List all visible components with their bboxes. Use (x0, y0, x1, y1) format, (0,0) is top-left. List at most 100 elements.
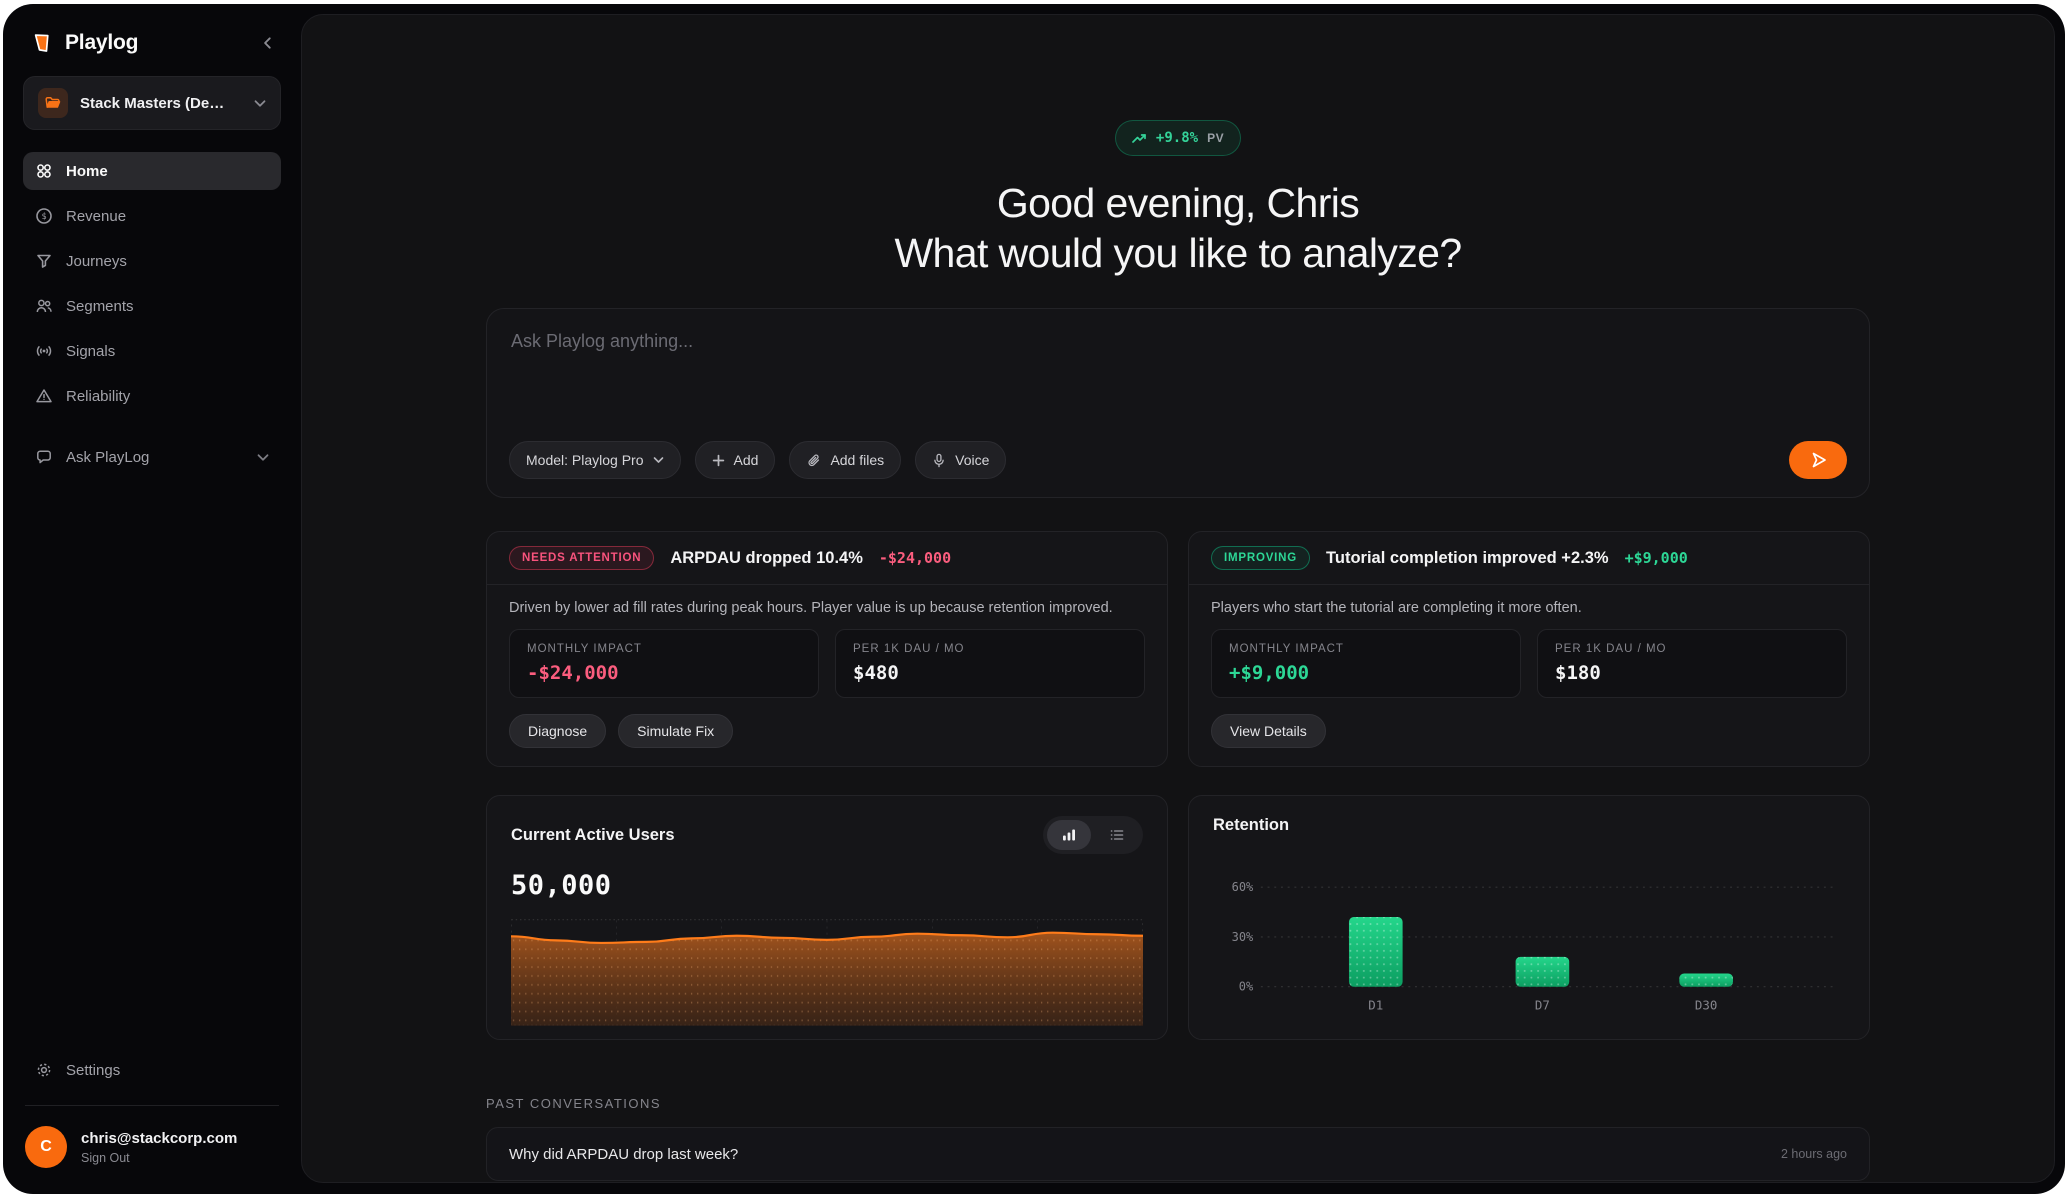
sidebar-item-settings[interactable]: Settings (23, 1051, 281, 1089)
svg-text:D30: D30 (1695, 998, 1717, 1013)
sidebar-spacer (23, 476, 281, 1051)
sidebar-divider (25, 1105, 279, 1106)
list-view-toggle[interactable] (1095, 820, 1139, 850)
sidebar-item-label: Revenue (66, 207, 127, 225)
sidebar-item-journeys[interactable]: Journeys (23, 242, 281, 280)
prompt-toolbar: Model: Playlog Pro Add (509, 441, 1847, 480)
stat-row: MONTHLY IMPACT -$24,000 PER 1K DAU / MO … (509, 629, 1145, 699)
insight-title: ARPDAU dropped 10.4% (670, 548, 863, 567)
add-button[interactable]: Add (694, 441, 776, 480)
sidebar-item-revenue[interactable]: $ Revenue (23, 197, 281, 235)
mic-icon (932, 453, 946, 468)
add-files-label: Add files (830, 452, 885, 469)
action-row: Diagnose Simulate Fix (509, 714, 1145, 749)
chart-view-toggle (1043, 816, 1143, 855)
pv-change-value: +9.8% (1155, 130, 1199, 146)
svg-text:30%: 30% (1232, 930, 1254, 944)
status-badge: IMPROVING (1211, 546, 1311, 571)
past-conversations-section: PAST CONVERSATIONS Why did ARPDAU drop l… (486, 1096, 1870, 1182)
insight-description: Players who start the tutorial are compl… (1211, 600, 1582, 617)
chevron-down-icon (653, 456, 664, 464)
active-users-value: 50,000 (511, 870, 612, 902)
sidebar-item-signals[interactable]: Signals (23, 332, 281, 370)
sidebar-item-label: Ask PlayLog (66, 448, 150, 466)
sidebar-item-ask-playlog[interactable]: Ask PlayLog (23, 438, 281, 476)
sidebar-item-reliability[interactable]: Reliability (23, 377, 281, 415)
folder-icon (38, 88, 68, 118)
pv-trend-badge: +9.8% PV (1114, 120, 1242, 156)
stat-per-1k-dau: PER 1K DAU / MO $480 (835, 629, 1145, 699)
playlog-logo-icon (29, 30, 55, 56)
sidebar-item-label: Signals (66, 342, 116, 360)
pv-badge-suffix: PV (1207, 131, 1225, 145)
action-row: View Details (1211, 714, 1847, 749)
hero-section: +9.8% PV Good evening, Chris What would … (486, 120, 1870, 278)
insight-delta: +$9,000 (1624, 549, 1688, 568)
chevron-down-icon (254, 99, 266, 108)
chevron-down-icon (257, 453, 269, 462)
send-button[interactable] (1789, 441, 1847, 480)
chart-title: Retention (1213, 816, 1290, 835)
avatar: C (25, 1126, 67, 1168)
bar-chart-view-toggle[interactable] (1047, 820, 1091, 851)
stat-label: MONTHLY IMPACT (527, 643, 642, 656)
svg-text:D7: D7 (1535, 998, 1550, 1013)
conversation-question: Why did ARPDAU drop last week? (509, 1145, 739, 1163)
broadcast-icon (35, 342, 53, 360)
stat-value: $480 (853, 662, 899, 685)
sidebar: Playlog Stack Masters (De… Home (3, 4, 301, 1194)
chat-bubble-icon (35, 448, 53, 466)
settings-label: Settings (66, 1061, 121, 1079)
simulate-fix-button[interactable]: Simulate Fix (618, 714, 734, 749)
funnel-icon (35, 252, 53, 270)
voice-button-label: Voice (955, 452, 990, 469)
sidebar-nav: Home $ Revenue Journeys Segments (23, 152, 281, 476)
svg-text:D1: D1 (1368, 998, 1383, 1013)
conversation-row[interactable]: Why did ARPDAU drop last week? 2 hours a… (486, 1127, 1870, 1182)
users-icon (35, 297, 53, 315)
conversation-timestamp: 2 hours ago (1780, 1147, 1847, 1162)
logo-row: Playlog (23, 30, 281, 56)
prompt-input[interactable] (509, 329, 1851, 424)
greeting-line-2: What would you like to analyze? (894, 230, 1462, 277)
insight-card-tutorial: IMPROVING Tutorial completion improved +… (1188, 531, 1870, 768)
insight-title: Tutorial completion improved +2.3% (1326, 548, 1609, 567)
main-panel: +9.8% PV Good evening, Chris What would … (301, 14, 2055, 1183)
warning-triangle-icon (35, 387, 53, 405)
greeting-heading: Good evening, Chris What would you like … (894, 178, 1462, 278)
stat-value: -$24,000 (527, 662, 619, 685)
insights-row: NEEDS ATTENTION ARPDAU dropped 10.4% -$2… (486, 531, 1870, 768)
past-conversations-header: PAST CONVERSATIONS (486, 1096, 662, 1112)
model-selector-button[interactable]: Model: Playlog Pro (509, 441, 681, 480)
plus-icon (712, 454, 725, 467)
sidebar-item-home[interactable]: Home (23, 152, 281, 190)
insight-delta: -$24,000 (878, 549, 952, 568)
view-details-button[interactable]: View Details (1211, 714, 1326, 749)
account-section: C chris@stackcorp.com Sign Out (23, 1122, 281, 1172)
account-email: chris@stackcorp.com (81, 1129, 238, 1147)
workspace-selector[interactable]: Stack Masters (De… (23, 76, 281, 130)
stat-monthly-impact: MONTHLY IMPACT -$24,000 (509, 629, 819, 699)
sidebar-item-label: Segments (66, 297, 134, 315)
svg-text:0%: 0% (1239, 980, 1253, 994)
chart-title: Current Active Users (511, 825, 675, 844)
sidebar-item-label: Journeys (66, 252, 127, 270)
collapse-sidebar-icon[interactable] (261, 36, 275, 50)
stat-label: PER 1K DAU / MO (1555, 643, 1667, 656)
sign-out-link[interactable]: Sign Out (81, 1150, 130, 1165)
paperclip-icon (806, 453, 821, 468)
stat-value: +$9,000 (1229, 662, 1310, 685)
insight-description: Driven by lower ad fill rates during pea… (509, 600, 1113, 617)
stat-value: $180 (1555, 662, 1601, 685)
active-users-chart (510, 919, 1144, 1032)
stat-monthly-impact: MONTHLY IMPACT +$9,000 (1211, 629, 1521, 699)
send-icon (1809, 451, 1828, 469)
add-button-label: Add (733, 452, 759, 469)
stat-label: PER 1K DAU / MO (853, 643, 965, 656)
model-selector-label: Model: Playlog Pro (526, 452, 644, 469)
voice-button[interactable]: Voice (915, 441, 1007, 480)
add-files-button[interactable]: Add files (789, 441, 902, 480)
diagnose-button[interactable]: Diagnose (509, 714, 607, 749)
stat-per-1k-dau: PER 1K DAU / MO $180 (1537, 629, 1847, 699)
sidebar-item-segments[interactable]: Segments (23, 287, 281, 325)
